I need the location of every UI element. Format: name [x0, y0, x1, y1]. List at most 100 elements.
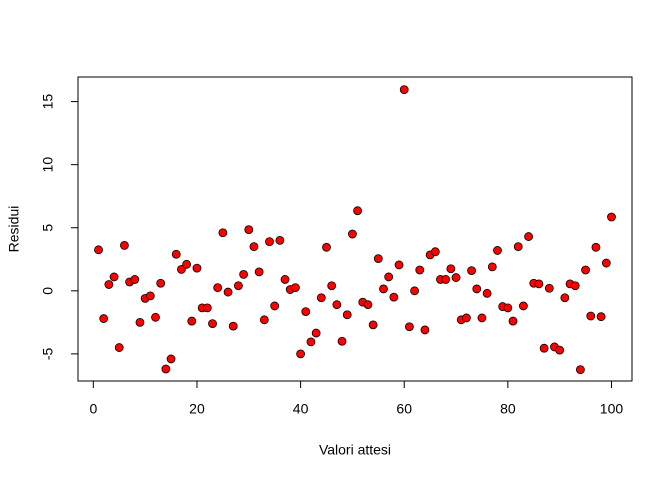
point: [177, 264, 186, 274]
point: [596, 312, 606, 322]
point: [265, 237, 274, 247]
point: [441, 275, 451, 284]
point: [296, 349, 305, 359]
point: [493, 246, 502, 255]
x-tick-label: 100: [600, 401, 624, 417]
y-tick-label: 5: [40, 224, 56, 232]
point: [399, 85, 409, 95]
point: [202, 303, 212, 313]
point: [472, 284, 482, 294]
point: [467, 266, 476, 276]
x-tick-label: 60: [396, 401, 412, 417]
x-tick-label: 20: [189, 401, 205, 417]
point: [405, 322, 414, 332]
point: [394, 260, 404, 270]
point: [348, 229, 357, 239]
point: [130, 275, 140, 284]
point: [518, 301, 528, 311]
point: [451, 273, 461, 282]
y-tick-label: 10: [40, 157, 56, 173]
point: [477, 313, 487, 323]
point: [332, 300, 342, 310]
x-tick-label: 80: [500, 401, 516, 417]
x-tick-label: 40: [293, 401, 309, 417]
point: [420, 325, 430, 335]
point: [254, 267, 264, 277]
point: [544, 283, 554, 293]
point: [161, 364, 171, 374]
point: [539, 343, 549, 353]
point: [508, 316, 518, 326]
point: [534, 279, 544, 289]
point: [99, 314, 109, 323]
point: [601, 258, 611, 268]
point: [120, 240, 129, 250]
point: [560, 293, 570, 303]
point: [575, 365, 585, 375]
point: [187, 316, 197, 326]
point: [430, 247, 440, 257]
point: [337, 336, 347, 346]
plot-box: [77, 76, 633, 382]
point: [151, 312, 160, 322]
point: [135, 317, 145, 327]
point: [234, 281, 243, 291]
point: [182, 259, 192, 269]
point: [114, 343, 124, 352]
point: [316, 293, 326, 303]
point: [353, 206, 362, 216]
point: [171, 249, 181, 259]
point: [446, 264, 456, 274]
point: [104, 280, 114, 289]
point: [384, 272, 394, 282]
point: [581, 265, 590, 275]
point: [591, 242, 601, 252]
point: [389, 292, 399, 302]
point: [311, 328, 321, 338]
point: [109, 272, 119, 282]
point: [410, 286, 419, 296]
y-tick-label: 15: [40, 94, 56, 110]
point: [379, 284, 388, 294]
point: [166, 354, 176, 364]
point: [249, 242, 259, 252]
point: [228, 321, 238, 331]
y-tick-label: -5: [40, 347, 56, 360]
point: [301, 307, 311, 317]
point: [259, 315, 269, 325]
point: [192, 263, 202, 273]
point: [327, 281, 337, 291]
point: [570, 281, 580, 291]
point: [213, 283, 223, 293]
point: [363, 300, 373, 310]
point: [218, 228, 228, 238]
point: [275, 235, 285, 245]
point: [555, 345, 565, 355]
point: [482, 288, 492, 298]
y-axis-label: Residui: [6, 206, 22, 253]
point: [513, 242, 523, 252]
point: [270, 301, 280, 311]
point: [524, 232, 533, 241]
x-axis-label: Valori attesi: [319, 442, 391, 458]
point: [94, 245, 103, 255]
point: [487, 262, 497, 272]
x-tick-label: 0: [89, 401, 97, 417]
point: [607, 212, 616, 222]
point: [244, 225, 254, 235]
point: [291, 283, 300, 293]
point: [239, 270, 248, 279]
point: [368, 320, 378, 330]
point: [503, 303, 513, 313]
point: [342, 310, 352, 320]
y-tick-label: 0: [40, 287, 56, 295]
point: [145, 291, 155, 301]
point: [322, 242, 331, 252]
point: [586, 311, 596, 321]
point: [415, 265, 425, 275]
point: [208, 319, 217, 329]
point: [373, 254, 383, 264]
point: [156, 278, 166, 288]
